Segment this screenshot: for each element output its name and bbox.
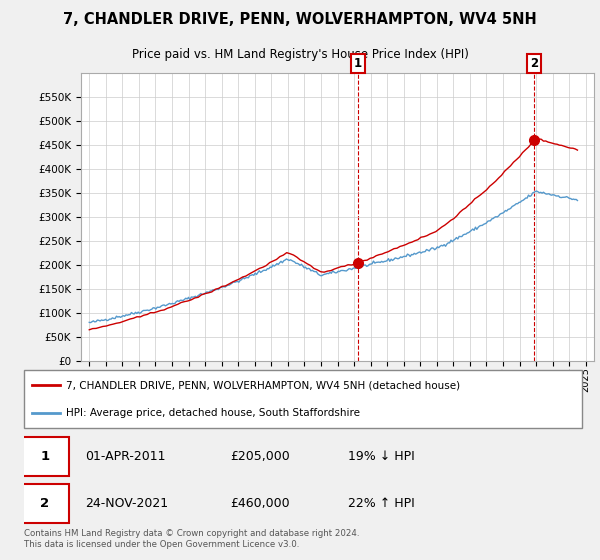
Text: 22% ↑ HPI: 22% ↑ HPI bbox=[347, 497, 415, 510]
Text: 7, CHANDLER DRIVE, PENN, WOLVERHAMPTON, WV4 5NH: 7, CHANDLER DRIVE, PENN, WOLVERHAMPTON, … bbox=[63, 12, 537, 27]
FancyBboxPatch shape bbox=[21, 437, 68, 476]
Text: 1: 1 bbox=[354, 57, 362, 70]
Text: HPI: Average price, detached house, South Staffordshire: HPI: Average price, detached house, Sout… bbox=[66, 408, 360, 418]
Text: £205,000: £205,000 bbox=[230, 450, 290, 463]
Text: 2: 2 bbox=[530, 57, 538, 70]
FancyBboxPatch shape bbox=[24, 370, 582, 428]
Text: 7, CHANDLER DRIVE, PENN, WOLVERHAMPTON, WV4 5NH (detached house): 7, CHANDLER DRIVE, PENN, WOLVERHAMPTON, … bbox=[66, 380, 460, 390]
Text: 19% ↓ HPI: 19% ↓ HPI bbox=[347, 450, 415, 463]
Text: 01-APR-2011: 01-APR-2011 bbox=[85, 450, 166, 463]
Text: £460,000: £460,000 bbox=[230, 497, 290, 510]
Text: 24-NOV-2021: 24-NOV-2021 bbox=[85, 497, 169, 510]
Text: 2: 2 bbox=[40, 497, 49, 510]
Text: Price paid vs. HM Land Registry's House Price Index (HPI): Price paid vs. HM Land Registry's House … bbox=[131, 48, 469, 61]
Text: 1: 1 bbox=[40, 450, 49, 463]
FancyBboxPatch shape bbox=[21, 484, 68, 523]
Text: Contains HM Land Registry data © Crown copyright and database right 2024.
This d: Contains HM Land Registry data © Crown c… bbox=[24, 529, 359, 549]
